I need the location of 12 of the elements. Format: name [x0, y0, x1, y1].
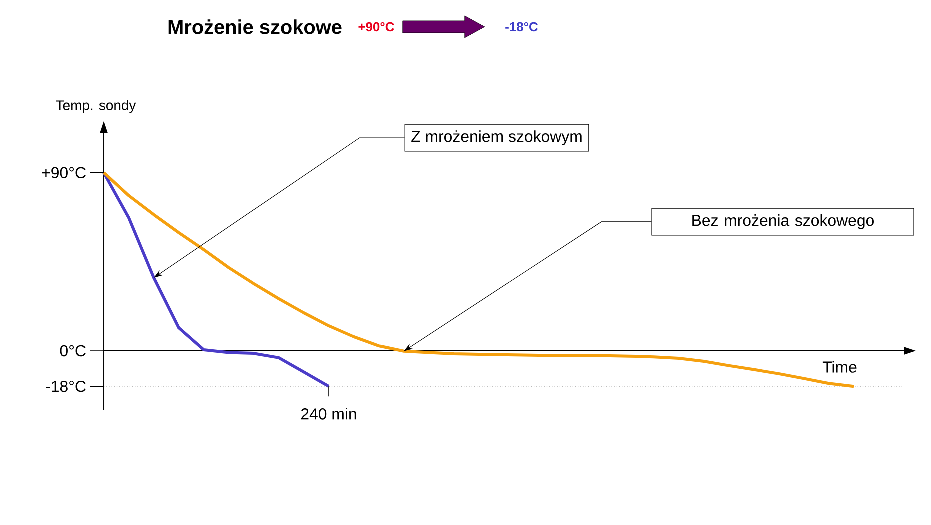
- y-tick-label: 0°C: [60, 345, 86, 357]
- annotation: Z mrożeniem szokowym: [412, 130, 582, 146]
- chart-title: Mrożenie szokowe: [168, 20, 342, 34]
- annotation: Bez mrożenia szokowego: [692, 214, 874, 230]
- y-tick-label: +90°C: [42, 167, 86, 179]
- line-series: [102, 171, 331, 388]
- y-axis-title: Temp. sondy: [56, 100, 136, 114]
- annotation: 240 min: [301, 408, 356, 420]
- text: +90°C: [358, 22, 394, 32]
- text: -18°C: [506, 22, 538, 32]
- y-tick-label: -18°C: [46, 380, 86, 392]
- x-axis-title: Time: [822, 361, 857, 373]
